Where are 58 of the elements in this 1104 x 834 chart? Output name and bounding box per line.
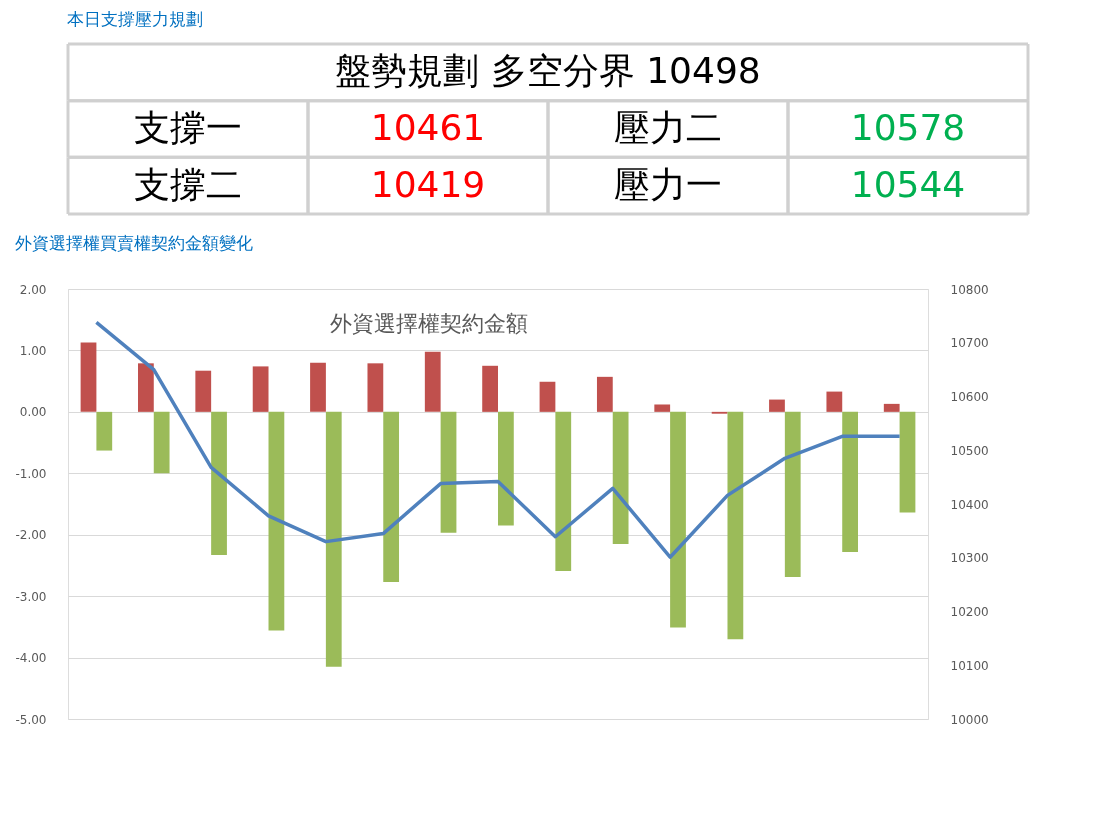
y2-tick-label: 10300: [950, 551, 989, 566]
y-tick-label: 2.00: [19, 282, 47, 297]
bar: [883, 403, 900, 412]
y2-tick-label: 10600: [950, 390, 989, 404]
y2-tick-label: 10400: [950, 497, 989, 512]
y-tick-label: 0.00: [19, 405, 47, 420]
category-label: 壓力二: [614, 107, 722, 148]
bar: [596, 376, 613, 412]
y-tick-label: -5.00: [15, 712, 47, 727]
bar: [325, 411, 342, 667]
bar: [482, 365, 498, 412]
data-label: 10419: [370, 163, 486, 205]
bar: [424, 351, 441, 412]
y-tick-label: -2.00: [15, 528, 47, 543]
category-label: 壓力一: [614, 163, 722, 205]
bar: [842, 411, 859, 552]
data-label: 10461: [370, 107, 486, 148]
y2-tick-label: 10000: [950, 712, 989, 727]
bar: [769, 399, 785, 412]
bar: [137, 363, 154, 412]
bar: [539, 381, 556, 412]
bar: [612, 411, 629, 544]
y2-tick-label: 10100: [950, 658, 989, 673]
bar: [195, 370, 212, 412]
bar: [654, 404, 671, 412]
bar: [826, 391, 843, 412]
bar: [96, 411, 113, 451]
bar: [310, 362, 326, 412]
y-tick-label: -4.00: [15, 651, 47, 666]
bar: [784, 411, 801, 578]
y2-tick-label: 10700: [950, 336, 989, 351]
bar: [440, 411, 457, 533]
text: 本日支撐壓力規劃: [66, 8, 203, 29]
data-label: 10578: [850, 107, 966, 148]
y2-tick-label: 10500: [950, 443, 989, 458]
bar: [252, 366, 269, 412]
text: 外資選擇權契約金額: [330, 311, 529, 336]
bar: [268, 411, 285, 631]
bar: [670, 411, 686, 628]
category-label: 支撐一: [134, 107, 242, 148]
data-label: 10544: [850, 163, 966, 205]
bar: [153, 411, 170, 474]
bar: [727, 411, 744, 640]
y-tick-label: -1.00: [15, 466, 47, 481]
bar: [367, 363, 384, 412]
y-tick-label: 1.00: [19, 343, 47, 358]
bar: [498, 411, 514, 526]
category-label: 支撐二: [134, 163, 242, 205]
text: 盤勢規劃 多空分界 10498: [335, 50, 761, 92]
y-tick-label: -3.00: [15, 589, 47, 604]
bar: [80, 342, 97, 412]
y2-tick-label: 10200: [950, 605, 989, 619]
bar: [899, 411, 916, 513]
bar: [555, 411, 572, 571]
y2-tick-label: 10800: [950, 282, 989, 297]
bar: [211, 411, 227, 555]
bar: [383, 411, 400, 583]
chart-title: 外資選擇權買賣權契約金額變化: [14, 233, 253, 253]
